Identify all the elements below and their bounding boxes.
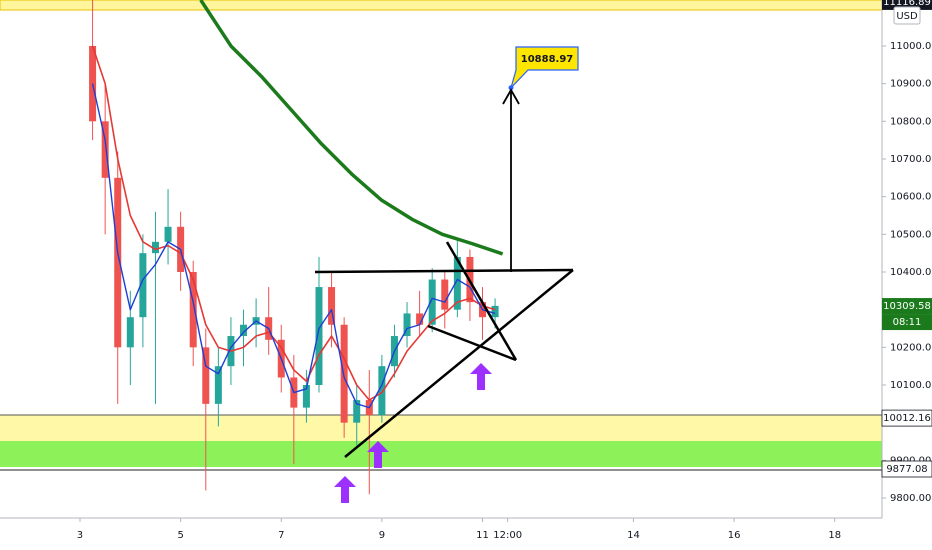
candle-body xyxy=(328,287,336,325)
y-tick-label: 10400.00 xyxy=(890,267,932,278)
x-tick-label: 9 xyxy=(379,530,385,541)
purple-arrows xyxy=(334,363,492,503)
x-tick-label: 5 xyxy=(177,530,183,541)
candle-body xyxy=(164,226,172,242)
target-label: 10888.97 xyxy=(521,54,574,65)
candle-body xyxy=(240,324,248,337)
trendline xyxy=(445,241,518,361)
moving-average xyxy=(91,83,496,409)
candle-body xyxy=(491,305,499,318)
arrow-head xyxy=(502,88,520,105)
resistance-zone xyxy=(0,0,883,11)
trendline xyxy=(314,268,574,274)
candle-body xyxy=(114,177,122,348)
candle-body xyxy=(302,385,310,408)
drawings xyxy=(314,88,574,458)
candle-body xyxy=(403,313,411,337)
candle-body xyxy=(202,347,210,404)
y-tick-label: 10800.00 xyxy=(890,116,932,127)
y-tick-label: 11000.00 xyxy=(890,41,932,52)
candle-body xyxy=(441,279,449,310)
candle-body xyxy=(453,256,461,310)
x-tick-label: 18 xyxy=(828,530,841,541)
candle-body xyxy=(214,366,222,404)
x-tick-label: 16 xyxy=(728,530,741,541)
candle-body xyxy=(189,271,197,348)
candle-body xyxy=(428,279,436,325)
y-tick-label: 10900.00 xyxy=(890,79,932,90)
support-zone-green xyxy=(0,441,882,467)
candle-body xyxy=(101,121,109,178)
up-arrow xyxy=(334,476,356,503)
candle-body xyxy=(151,241,159,254)
price-tag-label: 11116.89 xyxy=(883,0,931,8)
price-tag xyxy=(881,460,932,478)
x-tick-label: 11 xyxy=(476,530,489,541)
price-tag xyxy=(882,0,932,10)
price-tag-label: 10309.58 xyxy=(883,301,931,312)
y-tick-label: 10700.00 xyxy=(890,154,932,165)
moving-average xyxy=(199,0,504,256)
time-axis xyxy=(0,518,932,550)
price-tag-label: 9877.08 xyxy=(886,464,927,475)
marks: 10888.97 xyxy=(89,0,579,495)
candle-body xyxy=(378,366,386,416)
y-tick-label: 10100.00 xyxy=(890,380,932,391)
y-tick-label: 10600.00 xyxy=(890,192,932,203)
up-arrow xyxy=(367,441,389,468)
price-tag xyxy=(882,298,932,315)
up-arrow xyxy=(470,363,492,390)
x-tick-label: 14 xyxy=(627,530,640,541)
currency: USD xyxy=(896,11,918,22)
countdown-label: 08:11 xyxy=(893,317,922,328)
price-tag xyxy=(881,409,932,427)
callout xyxy=(510,46,579,89)
x-tick-label: 12:00 xyxy=(493,530,522,541)
candle-body xyxy=(126,317,134,348)
support-zone xyxy=(0,415,882,441)
y-tick-label: 10200.00 xyxy=(890,342,932,353)
price-tag-label: 10012.16 xyxy=(883,413,931,424)
countdown-tag xyxy=(882,314,932,331)
trendline xyxy=(427,324,517,362)
x-tick-label: 7 xyxy=(278,530,284,541)
candle-body xyxy=(315,287,323,386)
y-tick-label: 10500.00 xyxy=(890,229,932,240)
candle-body xyxy=(139,253,147,318)
candle-body xyxy=(416,313,424,325)
y-tick-label: 9800.00 xyxy=(890,493,931,504)
trendline xyxy=(344,269,574,458)
price-axis xyxy=(882,0,932,550)
candle-body xyxy=(353,400,361,423)
currency-box xyxy=(893,6,921,25)
x-tick-label: 3 xyxy=(77,530,83,541)
